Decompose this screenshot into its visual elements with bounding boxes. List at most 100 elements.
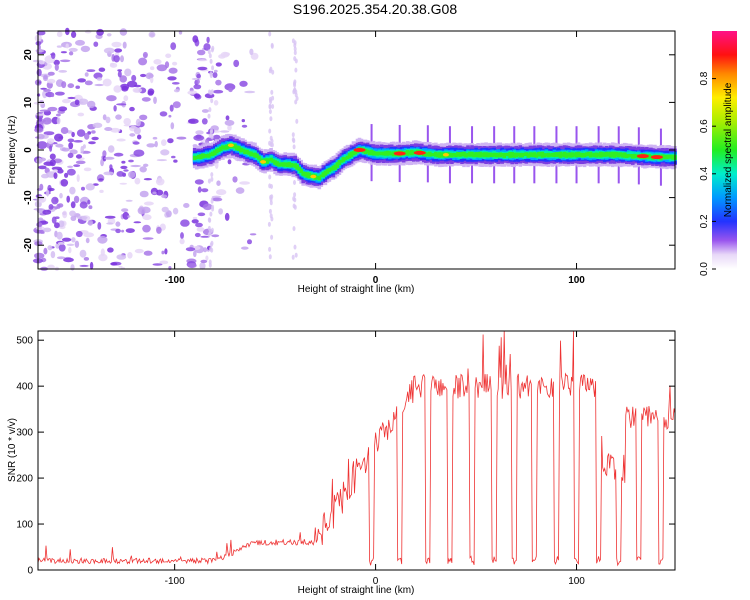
noise-blob [168,114,172,118]
noise-blob [98,67,106,72]
noise-blob [104,215,116,219]
noise-streak [209,246,213,252]
noise-blob [180,219,190,227]
noise-blob [36,68,42,77]
noise-blob [122,41,127,49]
noise-blob [67,165,74,168]
noise-streak [270,43,274,49]
noise-blob [187,263,197,269]
noise-blob [51,52,56,59]
colorbar-gradient [712,31,737,269]
colorbar: 0.0 0.2 0.4 0.6 0.8 Normalized spectral ampl… [699,31,737,276]
hot-spot [413,150,426,155]
hot-spot [353,148,366,152]
colorbar-ticks: 0.0 0.2 0.4 0.6 0.8 [699,71,716,276]
noise-blob [83,232,95,238]
noise-blob [241,124,248,128]
noise-blob [227,125,232,131]
noise-blob [191,77,202,81]
noise-blob [130,164,142,168]
noise-blob [60,179,69,187]
noise-blob [96,77,103,81]
noise-blob [218,208,224,215]
noise-streak [271,69,275,75]
noise-blob [152,136,158,140]
noise-blob [114,48,123,53]
noise-streak [268,109,272,115]
noise-streak [293,79,297,85]
hot-spot [650,155,663,160]
noise-blob [215,62,222,67]
noise-blob [164,248,168,255]
noise-streak [270,194,274,200]
noise-blob [58,106,68,112]
noise-blob [56,31,63,38]
y-tick-label: 300 [16,428,33,439]
noise-streak [268,254,272,260]
warm-spot [260,160,267,164]
noise-blob [46,171,56,178]
noise-blob [75,154,83,159]
noise-streak [292,144,296,150]
noise-blob [106,33,112,37]
noise-blob [143,250,153,256]
noise-blob [49,153,56,160]
noise-blob [47,106,58,112]
snr-panel: -100 0 100 0 100 200 300 400 500 Height of strai… [7,330,676,596]
noise-streak [270,142,274,148]
noise-blob [123,124,132,127]
noise-blob [192,216,198,220]
noise-blob [97,235,108,244]
noise-blob [197,66,208,71]
noise-blob [43,227,52,233]
noise-blob [51,196,59,205]
noise-blob [40,231,45,234]
y-tick-label: 20 [23,49,34,61]
noise-blob [185,247,196,252]
noise-blob [34,127,44,133]
noise-streak [210,98,214,104]
warm-spot [227,143,234,148]
noise-blob [42,209,52,215]
noise-blob [49,145,53,152]
noise-blob [200,259,208,264]
x-tick-label: -100 [165,576,185,587]
noise-blob [54,222,60,229]
noise-streak [293,204,297,210]
noise-blob [83,257,90,261]
noise-streak [209,211,213,217]
noise-blob [58,70,68,73]
noise-blob [64,172,69,178]
noise-blob [116,103,127,106]
noise-blob [196,227,205,232]
colorbar-tick-label: 0.6 [699,119,710,133]
noise-blob [88,205,93,210]
noise-blob [133,84,142,88]
spectrogram-xlabel: Height of straight line (km) [298,284,415,295]
noise-blob [161,250,165,255]
noise-streak [294,252,298,258]
noise-blob [38,81,42,84]
noise-blob [235,187,245,194]
noise-streak [268,31,272,37]
noise-blob [127,215,131,218]
noise-blob [60,127,69,134]
noise-blob [102,150,107,158]
noise-blob [73,140,83,143]
noise-blob [39,183,44,191]
noise-streak [269,116,273,122]
noise-blob [194,232,201,238]
noise-blob [51,92,55,98]
noise-blob [134,177,141,185]
noise-blob [105,116,111,124]
noise-blob [165,53,172,59]
noise-blob [152,263,163,266]
noise-streak [271,95,275,101]
noise-blob [69,210,76,217]
noise-streak [292,196,296,202]
noise-blob [139,114,148,121]
noise-blob [250,52,259,60]
noise-blob [249,48,254,55]
noise-blob [74,99,80,106]
